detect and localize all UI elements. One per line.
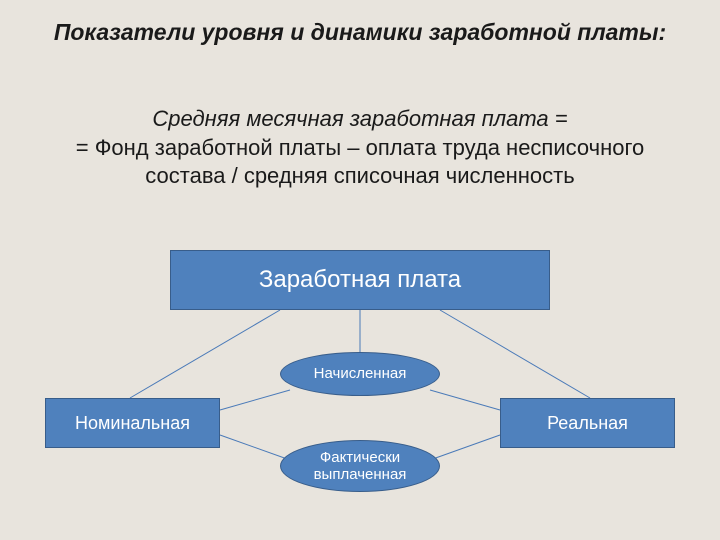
root-node: Заработная плата <box>170 250 550 310</box>
edge <box>220 435 290 460</box>
leaf-node-left: Номинальная <box>45 398 220 448</box>
leaf-node-right: Реальная <box>500 398 675 448</box>
mid-node-2: Фактически выплаченная <box>280 440 440 492</box>
formula-block: Средняя месячная заработная плата = = Фо… <box>60 105 660 191</box>
edge <box>220 390 290 410</box>
edge <box>430 390 500 410</box>
formula-line-2: = Фонд заработной платы – оплата труда н… <box>76 135 645 189</box>
edge <box>440 310 590 398</box>
edge <box>430 435 500 460</box>
formula-line-1: Средняя месячная заработная плата = <box>152 106 567 131</box>
mid-node-1: Начисленная <box>280 352 440 396</box>
edge <box>130 310 280 398</box>
slide-title: Показатели уровня и динамики заработной … <box>40 18 680 47</box>
